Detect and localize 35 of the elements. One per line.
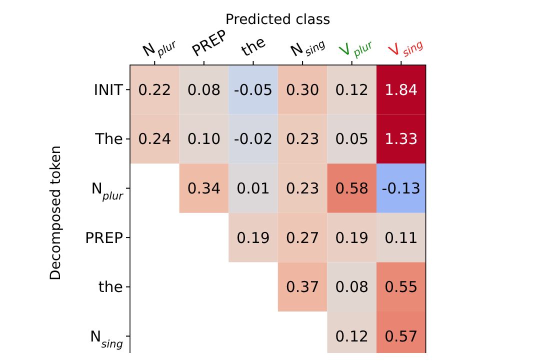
data-label: 0.34	[187, 180, 221, 198]
data-label: 0.27	[286, 228, 320, 247]
data-label: 0.58	[335, 180, 369, 198]
data-label: 0.10	[187, 130, 221, 148]
y-tick-label: N$_{plur}$	[91, 180, 124, 202]
data-label: 0.05	[335, 130, 369, 148]
data-label: 0.24	[138, 130, 172, 148]
y-tick-label: The	[94, 130, 123, 148]
data-label: 0.19	[335, 228, 369, 247]
data-label: 0.08	[335, 278, 369, 296]
data-label: 0.19	[236, 228, 270, 247]
data-label: 0.30	[286, 80, 320, 99]
data-label: -0.02	[234, 130, 273, 148]
data-label: 0.23	[286, 130, 320, 148]
data-label: 0.22	[138, 80, 172, 99]
x-tick-label: the	[238, 32, 269, 60]
data-label: 0.23	[286, 180, 320, 198]
data-label: 1.84	[384, 80, 418, 99]
data-label: 0.57	[384, 327, 418, 346]
data-label: 0.37	[286, 278, 320, 296]
data-label: 0.12	[335, 327, 369, 346]
y-tick-label: N$_{sing}$	[90, 327, 124, 350]
y-axis-title: Decomposed token	[48, 145, 64, 280]
y-tick-label: the	[98, 278, 123, 296]
data-label: 0.08	[187, 80, 221, 99]
data-label: 0.12	[335, 80, 369, 99]
data-label: 0.55	[384, 278, 418, 296]
y-tick-label: PREP	[85, 228, 123, 247]
data-label: 1.33	[384, 130, 418, 148]
y-tick-label: INIT	[94, 80, 124, 99]
data-label: 0.11	[384, 228, 418, 247]
chart-title: Predicted class	[225, 12, 330, 28]
data-label: -0.05	[234, 80, 273, 99]
data-label: 0.01	[236, 180, 270, 198]
data-label: -0.13	[382, 180, 421, 198]
